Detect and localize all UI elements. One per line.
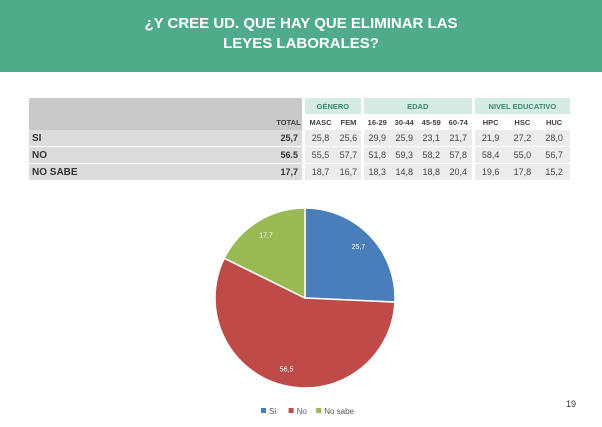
row-total: 17,7: [275, 164, 302, 181]
legend-label: Si: [269, 407, 276, 416]
group-genero: GÉNERO: [305, 98, 361, 114]
cell: 51,8: [363, 147, 391, 164]
col-huc: HUC: [545, 117, 563, 127]
cell: 29,9: [363, 130, 391, 147]
table-corner: [29, 98, 275, 114]
legend-label: No: [297, 407, 308, 416]
row-label: NO SABE: [29, 164, 275, 181]
results-table: GÉNERO EDAD NIVEL EDUCATIVO TOTAL MASC F…: [29, 98, 570, 181]
cell: 21,9: [474, 130, 507, 147]
slide-title: ¿Y CREE UD. QUE HAY QUE ELIMINAR LAS LEY…: [0, 14, 602, 54]
header-banner: [0, 0, 602, 72]
cell: 59,3: [390, 147, 418, 164]
row-label: SI: [29, 130, 275, 147]
cell: 23,1: [417, 130, 445, 147]
cell: 55,0: [506, 147, 539, 164]
pie-data-label: 56,5: [280, 367, 294, 374]
legend-swatch: [261, 408, 266, 413]
cell: 18,7: [305, 164, 337, 181]
pie-slice-no: [214, 257, 396, 389]
group-header-row: GÉNERO EDAD NIVEL EDUCATIVO: [29, 98, 570, 114]
cell: 25,6: [336, 130, 361, 147]
col-fem: FEM: [340, 117, 357, 127]
legend-label: No sabe: [324, 407, 354, 416]
cell: 55,5: [305, 147, 337, 164]
legend-swatch: [288, 408, 294, 413]
row-total: 25,7: [275, 130, 302, 147]
row-label: NO: [29, 147, 275, 164]
col-hsc: HSC: [514, 117, 531, 127]
group-edad: EDAD: [363, 98, 472, 114]
cell: 25,9: [390, 130, 418, 147]
cell: 17,8: [506, 164, 539, 181]
pie-data-label: 17,7: [259, 232, 273, 239]
cell: 56,7: [538, 147, 570, 164]
cell: 18,8: [417, 164, 445, 181]
legend-swatch: [316, 408, 322, 413]
pie-slice-no-sabe: [223, 207, 306, 300]
col-16-29: 16-29: [367, 117, 387, 127]
cell: 58,2: [417, 147, 445, 164]
cell: 16,7: [336, 164, 361, 181]
row-total: 56.5: [275, 147, 302, 164]
col-30-44: 30-44: [394, 117, 414, 127]
col-45-59: 45-59: [421, 117, 441, 127]
table-row: NO 56.5 55,5 57,7 51,8 59,3 58,2 57,8 58…: [29, 147, 570, 164]
cell: 25,8: [305, 130, 337, 147]
title-line-2: LEYES LABORALES?: [223, 35, 379, 52]
total-header: TOTAL: [275, 114, 302, 130]
cell: 27,2: [506, 130, 539, 147]
table-row: SI 25,7 25,8 25,6 29,9 25,9 23,1 21,7 21…: [29, 130, 570, 147]
col-masc: MASC: [309, 117, 332, 127]
cell: 28,0: [538, 130, 570, 147]
cell: 57,8: [444, 147, 472, 164]
cell: 21,7: [444, 130, 472, 147]
col-hpc: HPC: [482, 117, 499, 127]
cell: 58,4: [474, 147, 507, 164]
cell: 20,4: [444, 164, 472, 181]
cell: 15,2: [538, 164, 570, 181]
title-line-1: ¿Y CREE UD. QUE HAY QUE ELIMINAR LAS: [144, 15, 458, 32]
cell: 14,8: [390, 164, 418, 181]
group-nivel-educativo: NIVEL EDUCATIVO: [474, 98, 570, 114]
cell: 57,7: [336, 147, 361, 164]
table-row: NO SABE 17,7 18,7 16,7 18,3 14,8 18,8 20…: [29, 164, 570, 181]
col-60-74: 60-74: [448, 117, 468, 127]
cell: 18,3: [363, 164, 391, 181]
cell: 19,6: [474, 164, 507, 181]
column-header-row: TOTAL MASC FEM 16-29 30-44 45-59 60-74 H…: [29, 114, 570, 130]
pie-data-label: 25,7: [352, 244, 366, 251]
page-number: 19: [566, 399, 577, 409]
pie-slice-si: [304, 207, 396, 303]
